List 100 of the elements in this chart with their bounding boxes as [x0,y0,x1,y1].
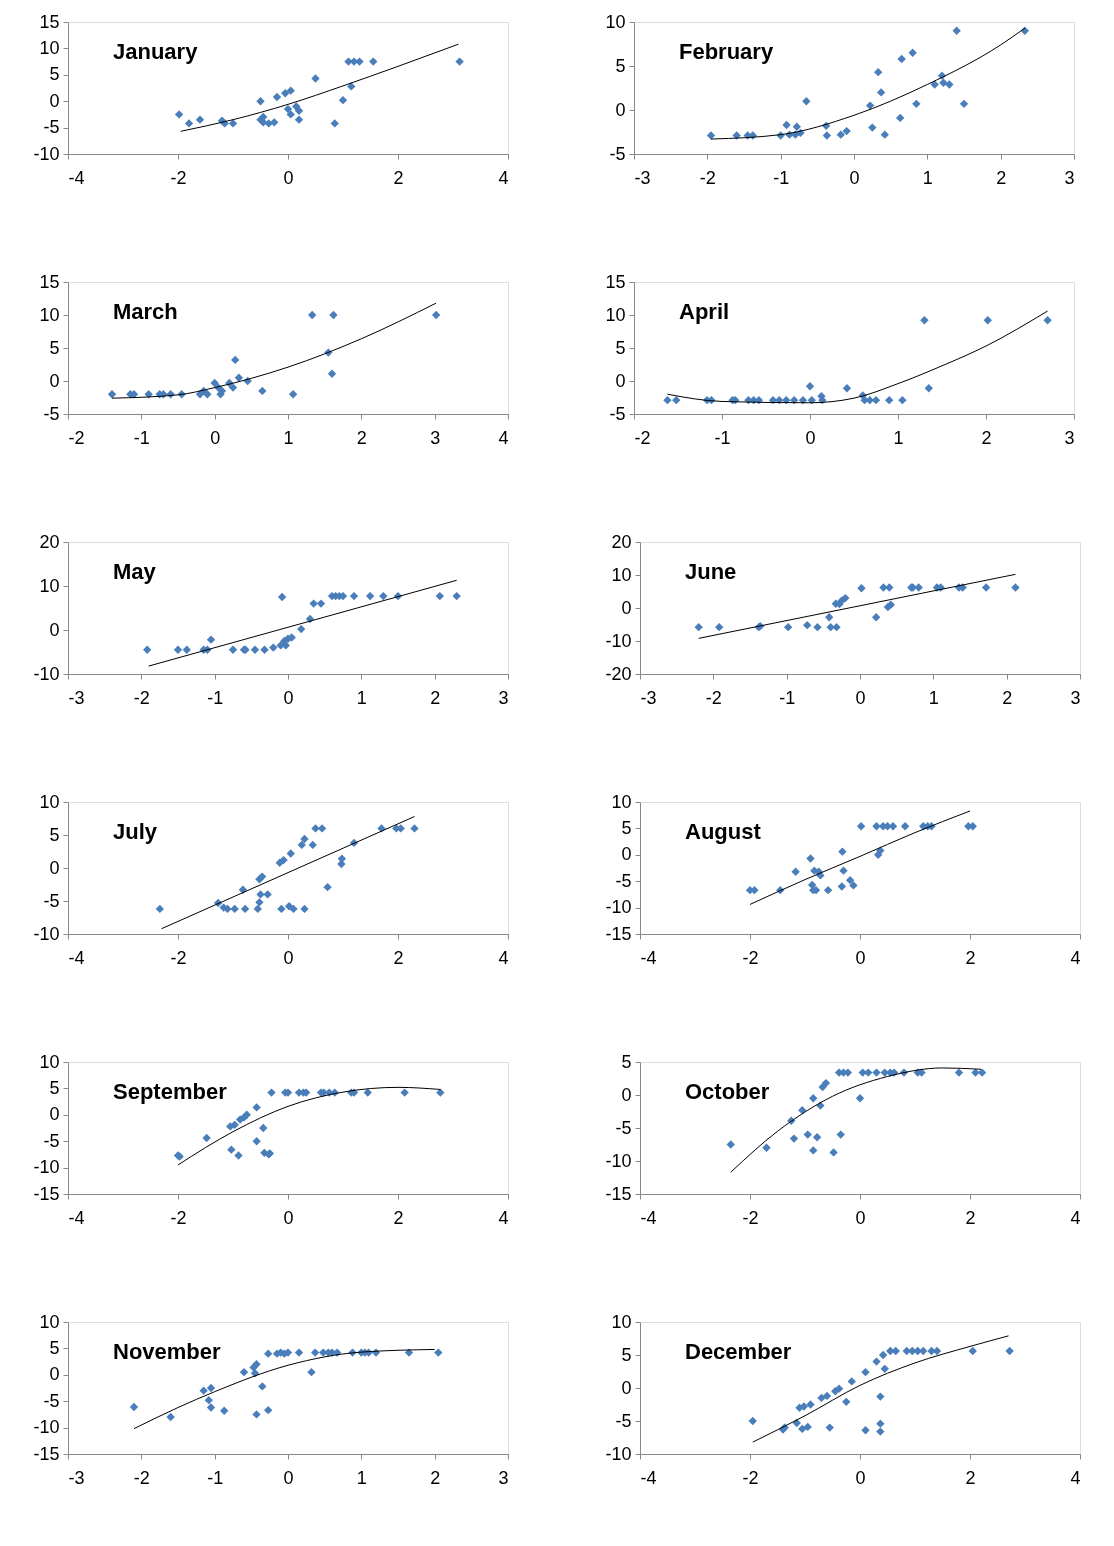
y-tick-label: -5 [615,870,632,891]
x-tick-label: 2 [393,1207,404,1228]
x-tick-label: 3 [498,1467,509,1488]
x-tick-label: -2 [742,1207,759,1228]
y-tick-label: 10 [605,11,626,32]
text: September [113,1079,228,1104]
x-tick-label: 4 [1070,947,1081,968]
text: July [113,819,158,844]
y-tick-label: -15 [33,1443,60,1464]
y-tick-label: -10 [33,143,60,164]
x-tick-label: -4 [68,947,85,968]
x-tick-label: -2 [170,167,187,188]
y-tick-label: -10 [33,1157,60,1178]
y-tick-label: 10 [611,564,632,585]
y-tick-label: 10 [39,304,60,325]
x-tick-label: -2 [742,947,759,968]
text: August [685,819,762,844]
y-tick-label: -15 [605,923,632,944]
y-tick-label: 0 [621,1084,632,1105]
x-tick-label: -2 [170,947,187,968]
y-tick-label: 0 [621,1377,632,1398]
x-tick-label: 0 [855,1207,866,1228]
x-tick-label: 2 [430,1467,441,1488]
y-tick-label: 10 [611,791,632,812]
x-tick-label: -2 [133,1467,150,1488]
x-tick-label: 1 [928,687,939,708]
x-tick-label: -4 [68,1207,85,1228]
x-tick-label: 0 [283,687,294,708]
y-tick-label: 0 [49,619,60,640]
y-tick-label: 10 [611,1311,632,1332]
y-tick-label: 0 [49,370,60,391]
x-tick-label: -1 [207,1467,224,1488]
text: October [685,1079,770,1104]
text: February [679,39,774,64]
y-tick-label: -20 [605,663,632,684]
x-tick-label: 0 [805,427,816,448]
x-tick-label: 0 [849,167,860,188]
x-tick-label: -3 [640,687,657,708]
x-tick-label: -4 [640,1207,657,1228]
y-tick-label: -5 [43,1390,60,1411]
x-tick-label: 0 [283,1207,294,1228]
y-tick-label: 20 [611,531,632,552]
y-tick-label: 5 [621,1344,632,1365]
x-tick-label: 3 [1064,167,1075,188]
x-tick-label: -2 [170,1207,187,1228]
x-tick-label: -3 [68,1467,85,1488]
y-tick-label: 20 [39,531,60,552]
x-tick-label: 2 [965,1467,976,1488]
y-tick-label: 0 [49,1364,60,1385]
y-tick-label: -15 [605,1183,632,1204]
y-tick-label: 5 [615,337,626,358]
x-tick-label: 2 [393,947,404,968]
y-tick-label: -5 [615,1410,632,1431]
x-tick-label: -4 [68,167,85,188]
x-tick-label: 4 [498,167,509,188]
x-tick-label: -4 [640,1467,657,1488]
x-tick-label: -2 [742,1467,759,1488]
x-tick-label: 3 [1064,427,1075,448]
x-tick-label: 0 [855,687,866,708]
x-tick-label: 2 [996,167,1007,188]
text: April [679,299,730,324]
x-tick-label: 3 [1070,687,1081,708]
x-tick-label: 0 [283,947,294,968]
y-tick-label: 5 [615,55,626,76]
x-tick-label: -4 [640,947,657,968]
y-tick-label: 5 [49,824,60,845]
x-tick-label: 2 [430,687,441,708]
x-tick-label: 2 [356,427,367,448]
y-tick-label: -15 [33,1183,60,1204]
y-tick-label: 10 [39,791,60,812]
x-tick-label: 1 [356,1467,367,1488]
y-tick-label: 10 [39,37,60,58]
x-tick-label: -2 [68,427,85,448]
y-tick-label: 5 [621,1051,632,1072]
x-tick-label: 2 [981,427,992,448]
x-tick-label: -2 [133,687,150,708]
x-tick-label: 0 [283,167,294,188]
y-tick-label: -10 [605,1443,632,1464]
text: November [113,1339,222,1364]
x-tick-label: -1 [773,167,790,188]
y-tick-label: -5 [609,403,626,424]
y-tick-label: 15 [39,11,60,32]
y-tick-label: 15 [39,271,60,292]
x-tick-label: 0 [283,1467,294,1488]
y-tick-label: 5 [49,1337,60,1358]
y-tick-label: 0 [49,857,60,878]
x-tick-label: 4 [1070,1467,1081,1488]
x-tick-label: 2 [965,1207,976,1228]
text: January [113,39,199,64]
y-tick-label: -10 [33,663,60,684]
y-tick-label: -5 [43,403,60,424]
x-tick-label: 1 [283,427,294,448]
y-tick-label: -10 [605,897,632,918]
x-tick-label: 2 [1002,687,1013,708]
x-tick-label: -3 [68,687,85,708]
x-tick-label: 4 [498,947,509,968]
y-tick-label: -5 [615,1117,632,1138]
y-tick-label: 5 [621,817,632,838]
y-tick-label: 0 [615,370,626,391]
x-tick-label: -1 [714,427,731,448]
